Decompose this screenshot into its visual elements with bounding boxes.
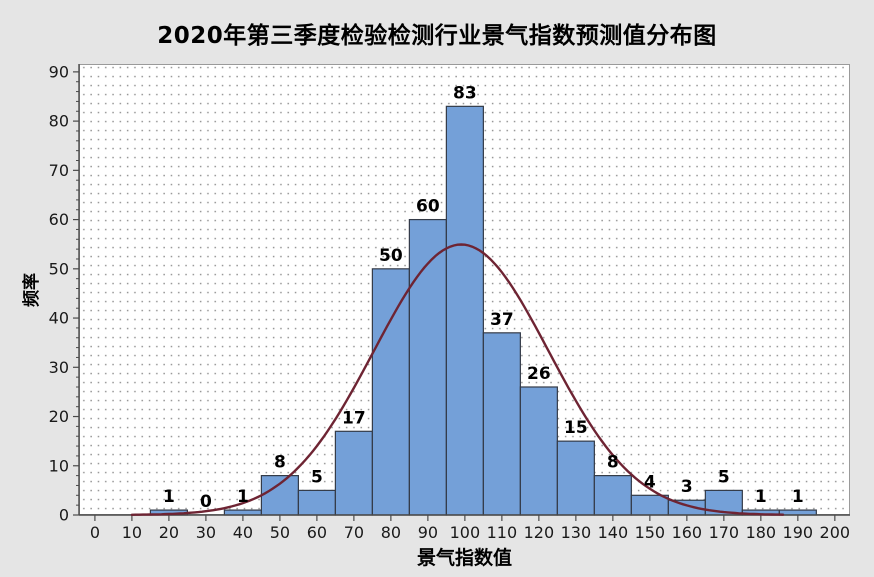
x-axis-tick-label: 190: [783, 523, 814, 542]
bar-value-label: 8: [274, 453, 286, 473]
y-axis-tick-label: 40: [49, 309, 69, 328]
bar-value-label: 3: [681, 477, 693, 497]
x-axis-tick-label: 130: [561, 523, 592, 542]
bar-value-label: 4: [644, 472, 656, 492]
x-axis-tick-label: 90: [418, 523, 438, 542]
x-axis-tick-label: 20: [159, 523, 179, 542]
bar-value-label: 1: [237, 487, 249, 507]
histogram-bar: [445, 105, 484, 516]
x-axis-tick-label: 160: [672, 523, 703, 542]
histogram-bar: [297, 489, 336, 516]
histogram-bar: [704, 489, 743, 516]
y-axis-tick-label: 0: [59, 506, 69, 525]
histogram-bar: [334, 430, 373, 516]
y-axis-tick-label: 30: [49, 358, 69, 377]
y-axis-tick-label: 90: [49, 62, 69, 81]
bar-value-label: 1: [163, 487, 175, 507]
bar-value-label: 8: [607, 453, 619, 473]
normal-fit-curve: [130, 243, 785, 516]
x-axis-tick-label: 70: [344, 523, 364, 542]
histogram-bar: [778, 509, 817, 516]
bar-value-label: 60: [416, 197, 440, 217]
y-axis-title: 频率: [22, 273, 42, 307]
histogram-bar: [482, 332, 521, 516]
x-axis-tick-label: 150: [635, 523, 666, 542]
x-axis-title: 景气指数值: [416, 547, 512, 569]
y-axis-tick-label: 10: [49, 456, 69, 475]
y-axis-tick-label: 60: [49, 210, 69, 229]
bar-value-label: 17: [342, 408, 366, 428]
x-axis-tick-label: 100: [450, 523, 481, 542]
bar-value-label: 50: [379, 246, 403, 266]
bar-value-label: 26: [527, 364, 551, 384]
histogram-bar: [593, 475, 632, 516]
x-axis-tick-label: 0: [90, 523, 100, 542]
bar-value-label: 5: [311, 467, 323, 487]
x-axis-tick-label: 10: [122, 523, 142, 542]
histogram-bar: [519, 386, 558, 516]
x-axis-tick-label: 40: [233, 523, 253, 542]
x-axis-tick-label: 180: [746, 523, 777, 542]
bar-value-label: 1: [755, 487, 767, 507]
x-axis-tick-label: 80: [381, 523, 401, 542]
bar-value-label: 15: [564, 418, 588, 438]
histogram-bar: [630, 494, 669, 516]
x-axis-tick-label: 200: [820, 523, 851, 542]
y-axis-tick-label: 70: [49, 161, 69, 180]
x-axis-tick-label: 50: [270, 523, 290, 542]
histogram-bar: [556, 440, 595, 516]
bar-value-label: 1: [792, 487, 804, 507]
y-axis-tick-label: 80: [49, 112, 69, 131]
histogram-bar: [223, 509, 262, 516]
x-axis-tick-label: 110: [487, 523, 518, 542]
bar-value-label: 37: [490, 310, 514, 330]
x-axis-tick-label: 140: [598, 523, 629, 542]
x-axis-tick-label: 30: [196, 523, 216, 542]
y-axis-tick-label: 20: [49, 407, 69, 426]
histogram-bar: [260, 475, 299, 516]
chart-title: 2020年第三季度检验检测行业景气指数预测值分布图: [157, 23, 717, 49]
x-axis-tick-label: 170: [709, 523, 740, 542]
bar-value-label: 0: [200, 492, 212, 512]
bar-value-label: 83: [453, 83, 477, 103]
x-axis-tick-label: 120: [524, 523, 555, 542]
y-axis-tick-label: 50: [49, 259, 69, 278]
histogram-bar: [371, 268, 410, 516]
x-axis-tick-label: 60: [307, 523, 327, 542]
bar-value-label: 5: [718, 467, 730, 487]
